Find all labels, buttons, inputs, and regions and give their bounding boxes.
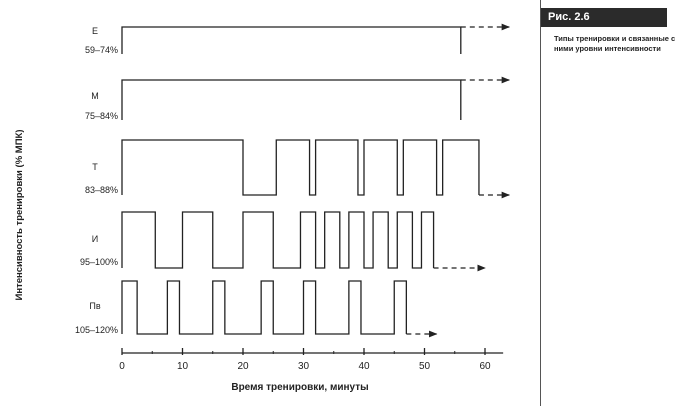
x-tick-label: 20 — [237, 361, 249, 372]
series-layer: Е 59–74% М 75–84% Т 83–88% И 95–100% Пв 105–120% — [75, 23, 511, 338]
series-range-label: 95–100% — [80, 257, 118, 267]
figure-caption: Типы тренировки и связанные с ними уровн… — [554, 34, 676, 53]
x-tick-label: 50 — [419, 361, 431, 372]
x-tick-label: 10 — [177, 361, 189, 372]
x-tick-label: 0 — [119, 361, 125, 372]
x-axis-label: Время тренировки, минуты — [231, 382, 368, 393]
series-4: И 95–100% — [80, 211, 486, 272]
series-range-label: 83–88% — [85, 185, 118, 195]
series-range-label: 75–84% — [85, 111, 118, 121]
series-3: Т 83–88% — [85, 139, 511, 199]
x-tick-label: 30 — [298, 361, 310, 372]
series-range-label: 59–74% — [85, 45, 118, 55]
sidebar-divider — [540, 0, 541, 406]
x-tick-label: 60 — [479, 361, 491, 372]
series-range-label: 105–120% — [75, 325, 118, 335]
series-name-label: Пв — [89, 301, 100, 311]
series-1: Е 59–74% — [85, 23, 511, 55]
series-2: М 75–84% — [85, 76, 511, 121]
intensity-trace — [121, 211, 435, 269]
series-name-label: Е — [92, 26, 98, 36]
intensity-trace — [121, 280, 407, 335]
intensity-trace — [121, 26, 462, 54]
y-axis-label: Интенсивность тренировки (% МПК) — [14, 130, 25, 301]
figure-number-badge: Рис. 2.6 — [541, 8, 667, 27]
series-name-label: Т — [92, 162, 98, 172]
intensity-trace — [121, 79, 462, 120]
series-name-label: И — [92, 234, 98, 244]
intensity-trace — [121, 139, 480, 196]
series-5: Пв 105–120% — [75, 280, 438, 338]
chart: Интенсивность тренировки (% МПК) Е 59–74%… — [14, 23, 511, 393]
x-axis: 0 10 20 30 40 50 60 — [119, 348, 504, 372]
series-name-label: М — [91, 91, 99, 101]
x-tick-label: 40 — [358, 361, 370, 372]
